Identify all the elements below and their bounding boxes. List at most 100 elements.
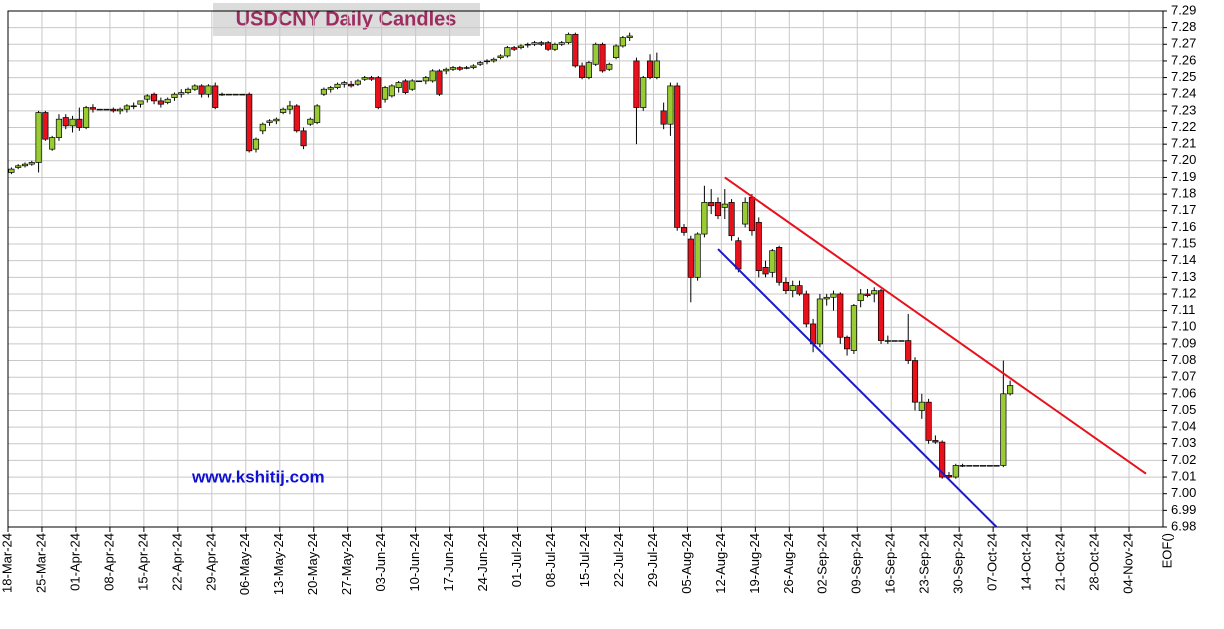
x-tick-label: 01-Jul-24 (509, 533, 524, 587)
y-tick-label: 7.26 (1171, 52, 1196, 67)
candle-body (674, 85, 681, 228)
candle-body (212, 85, 219, 108)
x-tick-label: 28-Oct-24 (1086, 533, 1101, 591)
candle-body (1007, 385, 1014, 395)
y-tick-label: 7.24 (1171, 86, 1196, 101)
x-tick-label: 17-Jun-24 (441, 533, 456, 592)
x-tick-label: 02-Sep-24 (815, 533, 830, 594)
candle-body (55, 118, 63, 138)
x-tick-label: 19-Aug-24 (747, 533, 762, 594)
y-tick-label: 7.20 (1171, 152, 1196, 167)
x-tick-label: 08-Apr-24 (101, 533, 116, 591)
candle-body (1000, 393, 1007, 466)
candle-body (341, 82, 348, 85)
candle-body (286, 105, 294, 110)
candle-body (748, 197, 756, 232)
x-tick-label: 13-May-24 (271, 533, 286, 595)
candle-body (62, 117, 69, 127)
candle-body (925, 401, 932, 441)
candle-body (640, 77, 647, 108)
x-tick-label: 01-Apr-24 (67, 533, 82, 591)
candle-body (171, 93, 178, 98)
trend-line (717, 248, 998, 528)
candle-body (490, 58, 497, 62)
candle-body (517, 45, 525, 48)
candle-body (361, 77, 368, 80)
candle-body (348, 83, 355, 87)
candle-body (572, 33, 579, 67)
candle-body (993, 465, 1000, 467)
x-tick-label: 08-Jul-24 (543, 533, 558, 587)
candle-body (164, 98, 171, 103)
chart-title: USDCNY Daily Candles (236, 8, 457, 30)
candle-body (939, 441, 946, 478)
candle-body (884, 340, 891, 342)
candle-body (409, 80, 416, 90)
y-tick-label: 7.06 (1171, 385, 1196, 400)
candle-body (205, 85, 212, 95)
title-box (213, 3, 480, 36)
candle-body (191, 85, 198, 90)
candle-body (545, 42, 552, 50)
candle-body (300, 130, 307, 147)
candle-body (402, 80, 409, 93)
candle-body (21, 163, 29, 167)
candle-body (327, 87, 334, 90)
y-tick-label: 7.17 (1171, 202, 1196, 217)
candle-body (375, 77, 382, 108)
candle-body (368, 77, 375, 80)
candle-body (89, 107, 96, 110)
candle-body (735, 240, 742, 270)
candle-body (436, 70, 443, 95)
candle-body (137, 100, 144, 105)
candle-body (123, 105, 130, 110)
candle-body (619, 37, 626, 47)
x-tick-label: 14-Oct-24 (1019, 533, 1034, 591)
candle-body (69, 118, 76, 127)
candle-body (259, 123, 266, 132)
candle-body (932, 440, 939, 443)
y-tick-label: 7.28 (1171, 19, 1196, 34)
x-tick-label: 27-May-24 (339, 533, 354, 595)
y-tick-label: 7.08 (1171, 352, 1196, 367)
y-tick-label: 7.15 (1171, 235, 1196, 250)
candle-body (524, 43, 531, 46)
candle-body (565, 33, 572, 43)
candle-body (538, 42, 545, 45)
x-tick-label: 06-May-24 (237, 533, 252, 595)
candle-body (35, 112, 42, 163)
x-tick-label: 22-Jul-24 (611, 533, 626, 587)
candle-body (776, 247, 783, 283)
y-tick-label: 7.23 (1171, 102, 1196, 117)
y-tick-label: 6.98 (1171, 518, 1196, 533)
candle-body (742, 202, 749, 225)
candle-body (8, 168, 15, 173)
candle-body (511, 47, 518, 50)
candle-body (28, 162, 35, 165)
candle-body (905, 340, 912, 361)
y-tick-label: 7.01 (1171, 469, 1196, 484)
y-tick-label: 6.99 (1171, 502, 1196, 517)
x-tick-label: 03-Jun-24 (373, 533, 388, 592)
candle-body (837, 293, 844, 338)
trend-line (724, 176, 1147, 475)
x-tick-label: 20-May-24 (305, 533, 320, 595)
candle-body (714, 202, 722, 217)
plot-frame (7, 10, 1164, 528)
candle-body (816, 298, 823, 345)
x-tick-label: 23-Sep-24 (917, 533, 932, 594)
candle-body (320, 88, 327, 95)
candle-body (130, 105, 137, 108)
candle-body (314, 105, 321, 123)
candle-body (979, 465, 987, 467)
y-tick-label: 7.07 (1171, 369, 1196, 384)
candle-body (667, 85, 674, 125)
candle-body (307, 118, 314, 125)
y-tick-label: 7.18 (1171, 186, 1196, 201)
candle-body (76, 118, 83, 128)
candle-body (864, 293, 871, 296)
candle-body (334, 83, 341, 88)
x-tick-label: 10-Jun-24 (407, 533, 422, 592)
candle-body (687, 238, 694, 278)
